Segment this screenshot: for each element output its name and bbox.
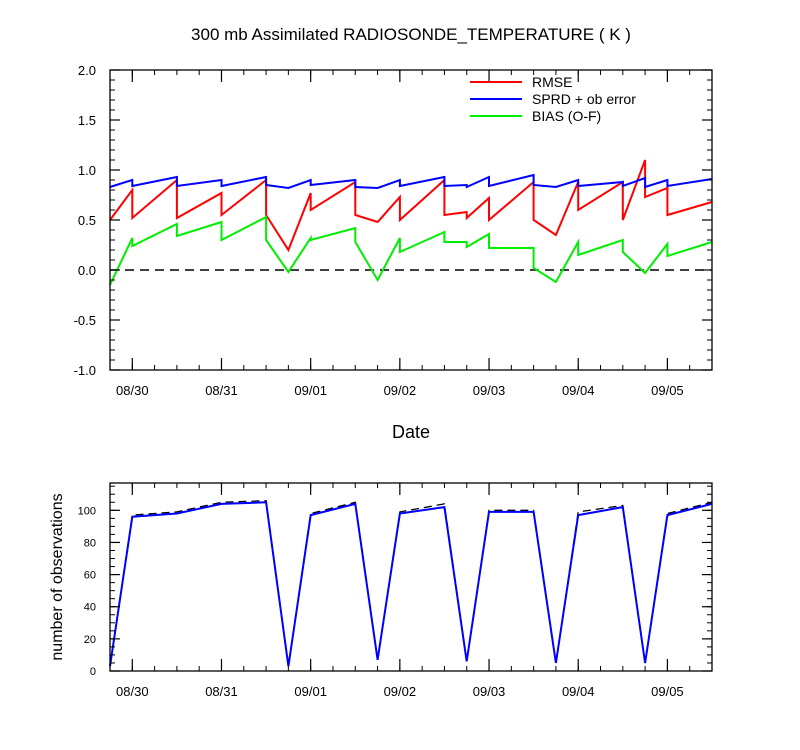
- bottom-plot-frame: [109, 482, 713, 672]
- series-bias-o-f: [109, 215, 713, 286]
- x-tick-label: 09/01: [294, 383, 327, 398]
- y-tick-label: 0.0: [78, 263, 96, 278]
- y-tick-label: 60: [84, 570, 96, 582]
- x-tick-label: 09/02: [384, 383, 417, 398]
- y-tick-label: 1.0: [78, 163, 96, 178]
- series-line: [109, 501, 713, 667]
- x-tick-label: 09/03: [473, 383, 506, 398]
- series-rmse: [109, 159, 713, 253]
- y-tick-label: 80: [84, 537, 96, 549]
- series-line: [109, 215, 713, 286]
- y-tick-label: -0.5: [74, 313, 96, 328]
- x-axis-label: Date: [392, 422, 430, 442]
- y-tick-label: 2.0: [78, 63, 96, 78]
- top-series: [109, 159, 713, 286]
- y-tick-label: 0.5: [78, 213, 96, 228]
- series-line: [109, 500, 713, 667]
- x-tick-label: 08/31: [205, 383, 238, 398]
- x-tick-label: 09/03: [473, 684, 506, 699]
- chart-title: 300 mb Assimilated RADIOSONDE_TEMPERATUR…: [191, 25, 631, 44]
- y-tick-label: 20: [84, 634, 96, 646]
- y-tick-label: 40: [84, 602, 96, 614]
- bottom-series: [109, 500, 713, 667]
- x-tick-label: 09/05: [651, 383, 684, 398]
- y-tick-label: 0: [90, 666, 96, 678]
- x-tick-label: 09/04: [562, 684, 595, 699]
- x-tick-label: 08/30: [116, 383, 149, 398]
- series-observations-dashed: [109, 500, 713, 667]
- x-tick-label: 09/01: [294, 684, 327, 699]
- x-tick-label: 09/05: [651, 684, 684, 699]
- legend-label: BIAS (O-F): [532, 108, 601, 124]
- y-tick-label: 1.5: [78, 113, 96, 128]
- legend-label: SPRD + ob error: [532, 91, 636, 107]
- bottom-chart: 08/30 08/31 09/01 09/02 09/03 09/04 09/05 0 20 40…: [49, 482, 713, 699]
- y-axis-label-observations: number of observations: [49, 493, 66, 660]
- x-tick-label: 09/02: [384, 684, 417, 699]
- y-tick-label: -1.0: [74, 363, 96, 378]
- x-tick-label: 08/30: [116, 684, 149, 699]
- series-line: [109, 173, 713, 190]
- x-tick-label: 09/04: [562, 383, 595, 398]
- top-chart: 300 mb Assimilated RADIOSONDE_TEMPERATUR…: [74, 25, 713, 442]
- series-observations-solid: [109, 501, 713, 667]
- x-tick-label: 08/31: [205, 684, 238, 699]
- y-tick-label: 100: [78, 505, 96, 517]
- series-sprd-ob-error: [109, 173, 713, 190]
- legend-label: RMSE: [532, 74, 572, 90]
- top-plot-frame: [109, 69, 713, 371]
- series-line: [109, 159, 713, 253]
